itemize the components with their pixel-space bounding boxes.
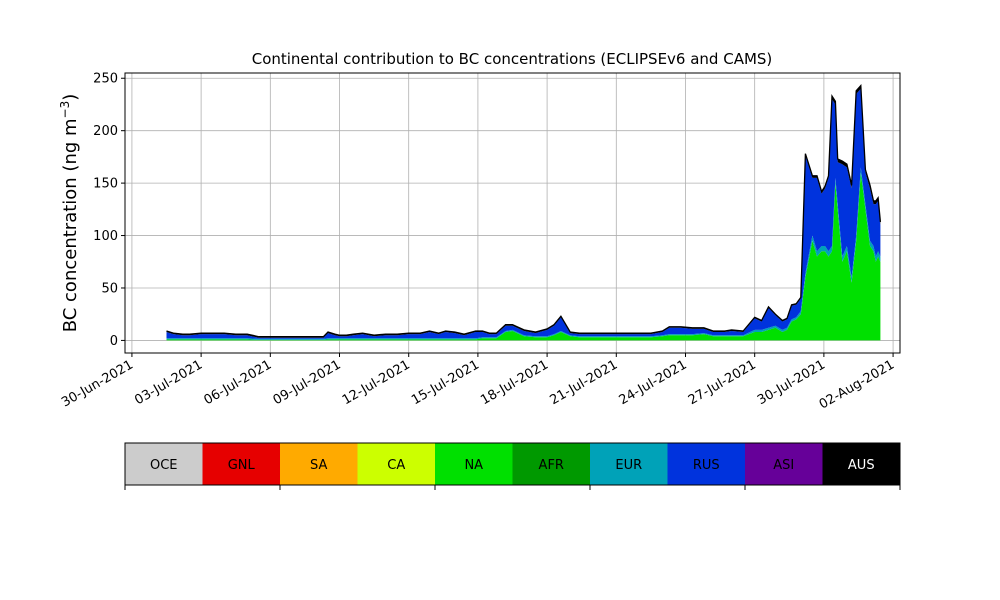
x-tick-label: 15-Jul-2021 — [409, 357, 482, 408]
legend-swatch-ca — [357, 443, 435, 485]
x-tick-label: 12-Jul-2021 — [340, 357, 413, 408]
x-tick-label: 21-Jul-2021 — [547, 357, 620, 408]
legend-label-gnl: GNL — [228, 458, 256, 473]
legend-swatch-sa — [280, 443, 358, 485]
x-tick-label: 27-Jul-2021 — [686, 357, 759, 408]
x-tick-label: 09-Jul-2021 — [271, 357, 344, 408]
x-axis-ticks: 30-Jun-202103-Jul-202106-Jul-202109-Jul-… — [59, 353, 897, 413]
x-tick-label: 30-Jun-2021 — [59, 357, 136, 410]
y-axis-label-close: ) — [60, 94, 81, 101]
y-tick-label: 0 — [110, 334, 118, 349]
x-tick-label: 24-Jul-2021 — [617, 357, 690, 408]
legend-label-sa: SA — [310, 458, 327, 473]
legend-swatch-aus — [822, 443, 900, 485]
legend-frame — [124, 442, 901, 486]
area-rus — [166, 88, 881, 339]
legend-swatch-afr — [512, 443, 590, 485]
y-tick-label: 150 — [93, 177, 118, 192]
legend-label-aus: AUS — [848, 458, 875, 473]
legend-label-na: NA — [464, 458, 483, 473]
legend-label-afr: AFR — [539, 458, 564, 473]
legend-swatch-asi — [745, 443, 823, 485]
x-tick-label: 06-Jul-2021 — [201, 357, 274, 408]
legend: OCE GNL SA CA NA AFR EUR RUS ASI AUS — [124, 442, 901, 490]
legend-label-asi: ASI — [773, 458, 794, 473]
y-tick-label: 200 — [93, 124, 118, 139]
y-tick-label: 50 — [101, 281, 118, 296]
x-tick-label: 02-Aug-2021 — [817, 357, 897, 412]
y-axis-ticks: 0 50 100 150 200 250 — [93, 72, 125, 349]
legend-swatch-eur — [590, 443, 668, 485]
legend-swatch-na — [435, 443, 513, 485]
area-aus — [166, 85, 881, 338]
area-na — [166, 172, 881, 341]
y-axis-label: BC concentration (ng m−3) — [58, 94, 81, 333]
legend-swatch-rus — [667, 443, 745, 485]
grid-lines — [125, 73, 900, 353]
total-outline — [166, 83, 882, 338]
chart-title: Continental contribution to BC concentra… — [252, 50, 773, 68]
plot-frame — [124, 72, 901, 354]
y-axis-label-exponent: −3 — [58, 101, 72, 119]
legend-label-oce: OCE — [150, 458, 178, 473]
legend-swatch-gnl — [202, 443, 280, 485]
stacked-areas — [166, 83, 882, 341]
legend-label-eur: EUR — [615, 458, 642, 473]
y-tick-label: 250 — [93, 72, 118, 87]
legend-swatch-oce — [125, 443, 203, 485]
legend-label-rus: RUS — [693, 458, 720, 473]
y-tick-label: 100 — [93, 229, 118, 244]
x-tick-label: 18-Jul-2021 — [478, 357, 551, 408]
x-tick-label: 03-Jul-2021 — [132, 357, 205, 408]
legend-label-ca: CA — [387, 458, 405, 473]
